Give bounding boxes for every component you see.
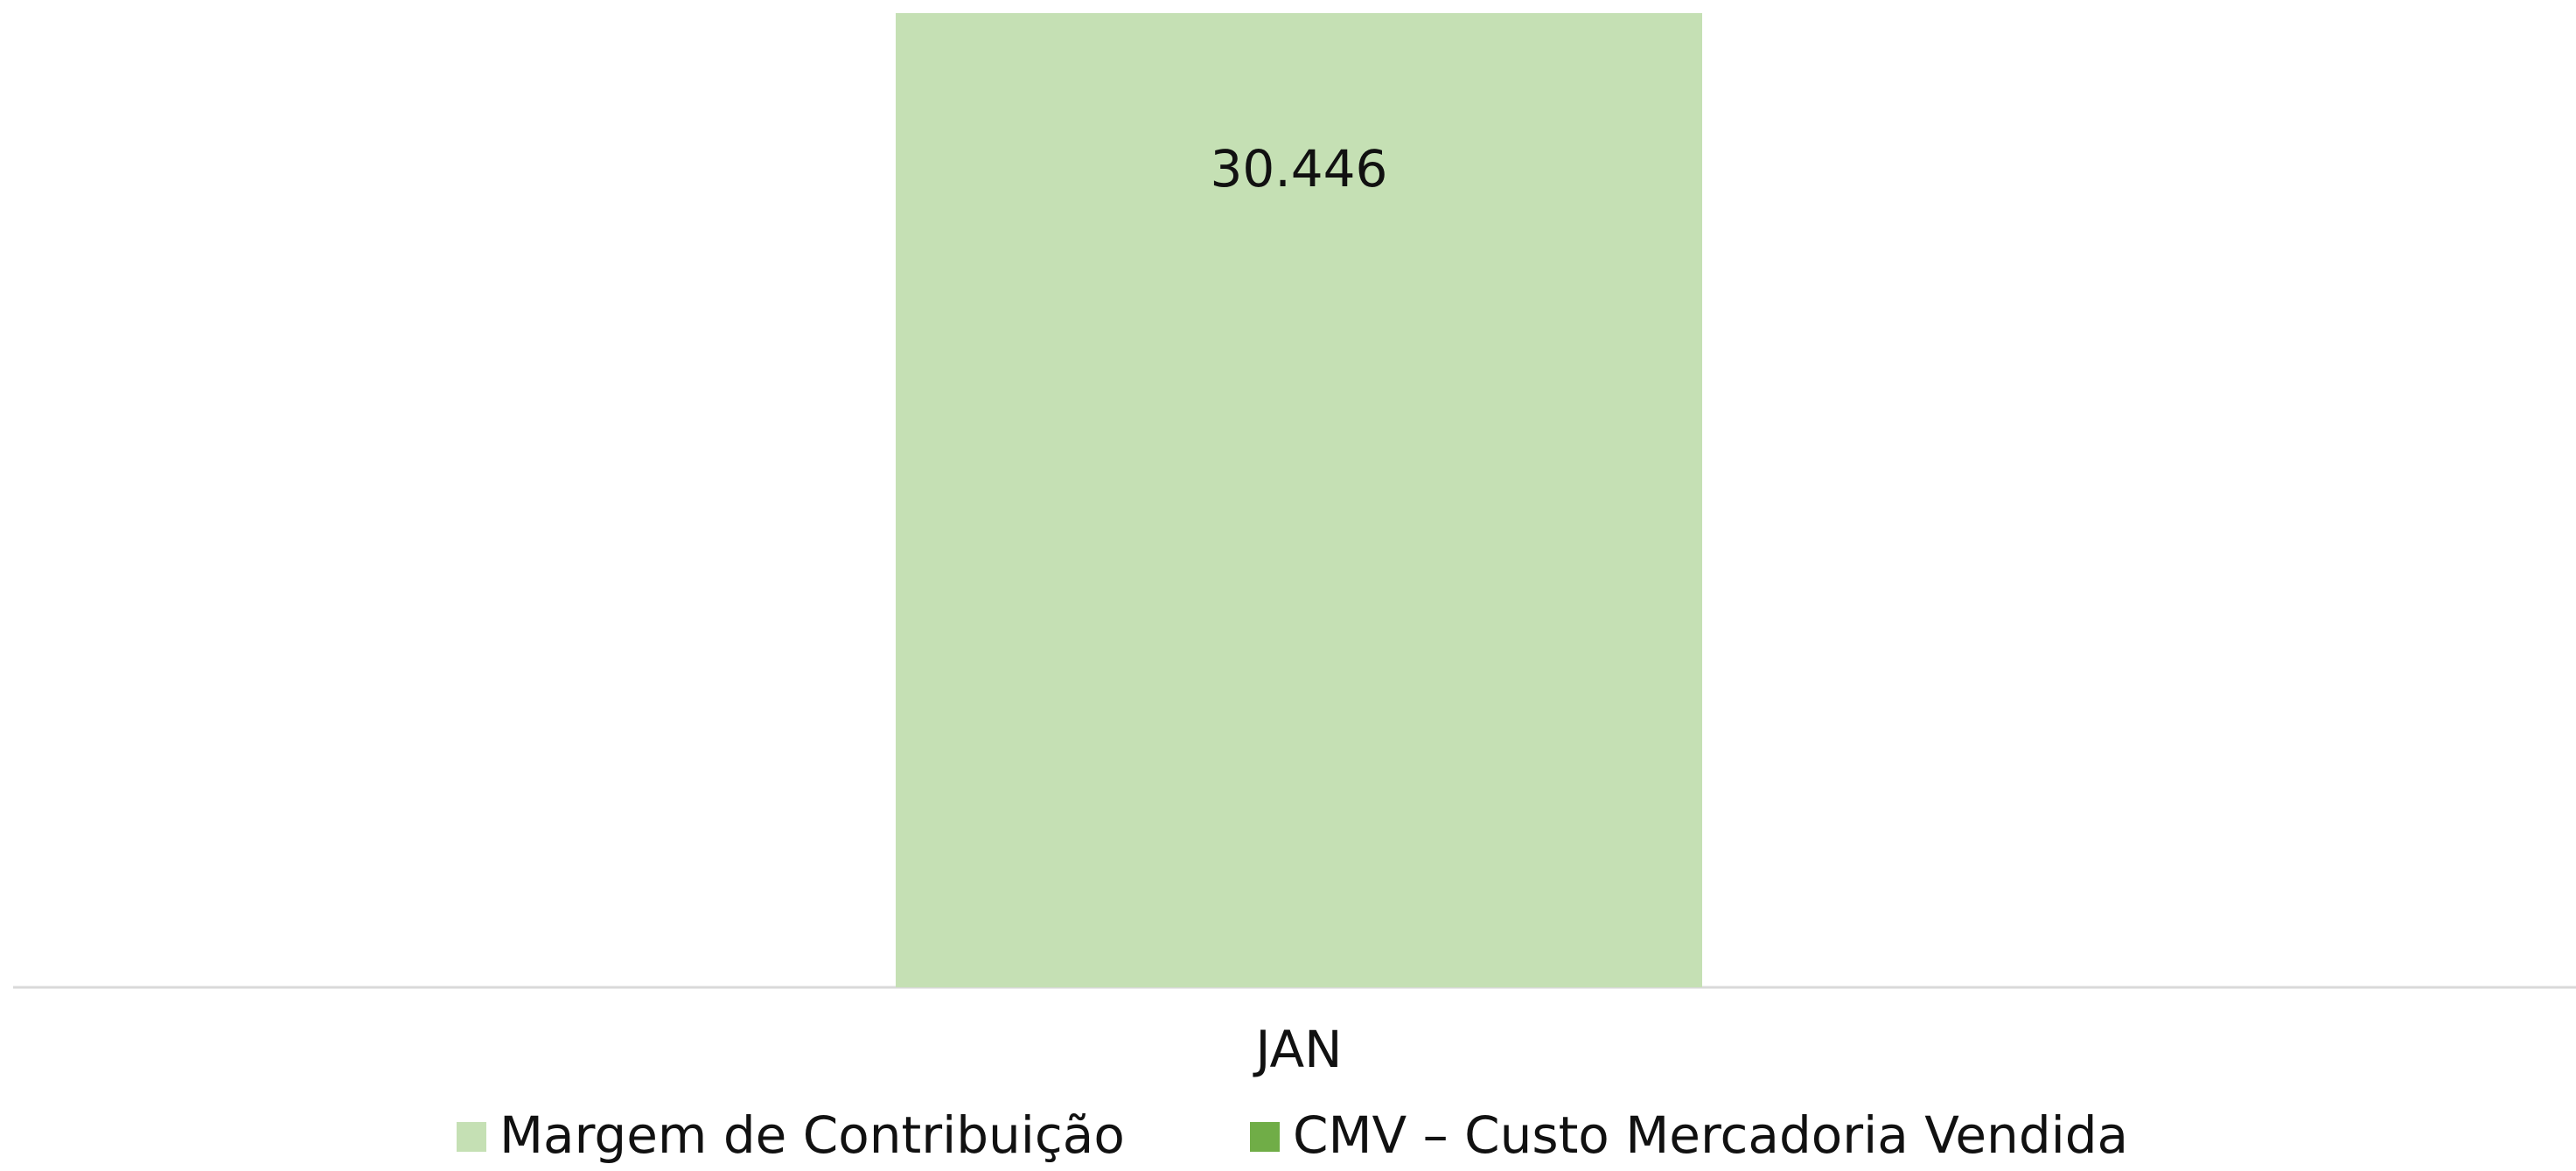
legend-swatch: [457, 1122, 486, 1152]
legend-swatch: [1250, 1122, 1280, 1152]
x-tick-label: JAN: [1253, 1020, 1342, 1079]
data-label: 30.446: [1211, 139, 1388, 199]
bar: [896, 13, 1702, 987]
legend-label: Margem de Contribuição: [499, 1105, 1125, 1165]
legend-label: CMV – Custo Mercadoria Vendida: [1293, 1105, 2128, 1165]
